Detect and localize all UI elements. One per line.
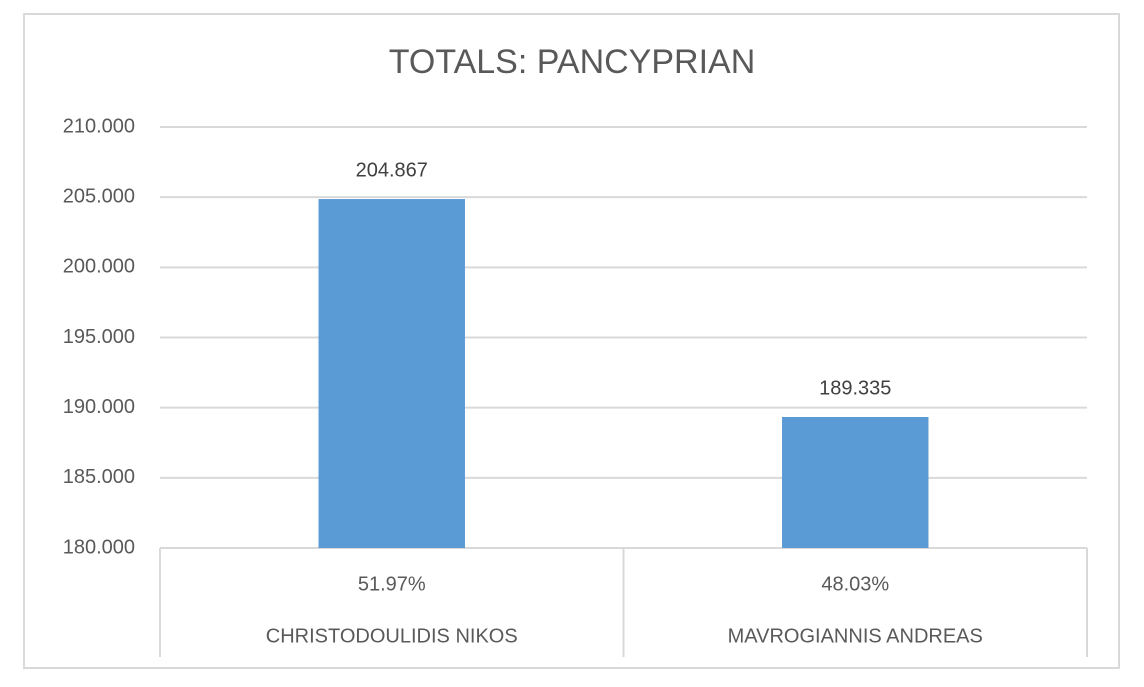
y-tick-label: 180.000	[63, 536, 135, 558]
y-tick-label: 210.000	[63, 115, 135, 137]
bar	[782, 416, 929, 548]
y-tick-label: 200.000	[63, 256, 135, 278]
x-tick-label: 48.03%	[821, 573, 889, 595]
y-tick-label: 205.000	[63, 185, 135, 207]
chart-title: TOTALS: PANCYPRIAN	[389, 43, 756, 81]
chart-frame	[23, 13, 1120, 669]
x-tick-label: 51.97%	[358, 573, 426, 595]
bar	[318, 199, 465, 549]
y-tick-label: 190.000	[63, 396, 135, 418]
x-tick-label: CHRISTODOULIDIS NIKOS	[266, 625, 518, 647]
data-label: 204.867	[356, 159, 428, 181]
y-tick-label: 185.000	[63, 466, 135, 488]
y-tick-label: 195.000	[63, 326, 135, 348]
x-tick-label: MAVROGIANNIS ANDREAS	[728, 625, 983, 647]
data-label: 189.335	[819, 377, 891, 399]
